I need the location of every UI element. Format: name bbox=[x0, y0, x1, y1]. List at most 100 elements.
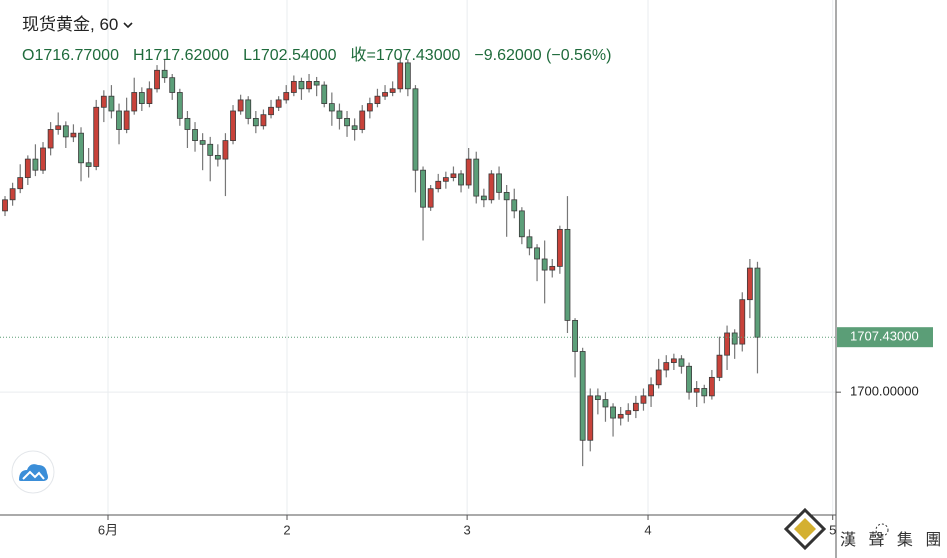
candle-body bbox=[602, 399, 609, 408]
candle-body bbox=[549, 265, 556, 271]
candle-body bbox=[511, 199, 518, 212]
candle-body bbox=[32, 158, 39, 171]
last-price-box bbox=[837, 327, 933, 348]
candle-body bbox=[541, 258, 548, 271]
y-tick-label: 1700.00000 bbox=[850, 384, 919, 399]
candle-body bbox=[625, 410, 632, 415]
candle-body bbox=[344, 117, 350, 127]
candle-body bbox=[199, 140, 206, 145]
watermark: 漢 聲 集 團 bbox=[840, 531, 945, 549]
candle-body bbox=[480, 195, 487, 201]
candle-body bbox=[488, 173, 495, 201]
candle-body bbox=[55, 125, 62, 130]
candle-body bbox=[116, 110, 122, 130]
candle-body bbox=[670, 358, 677, 363]
candle-body bbox=[724, 332, 730, 356]
candle-body bbox=[70, 132, 77, 138]
candle-body bbox=[404, 62, 411, 90]
candle-body bbox=[260, 114, 267, 127]
watermark-logo bbox=[783, 507, 889, 551]
x-tick-label: 5 bbox=[829, 522, 836, 537]
ohlc-legend: O1716.77000 H1717.62000 L1702.54000 收=1707.… bbox=[22, 41, 625, 65]
candle-body bbox=[313, 80, 320, 86]
candle-body bbox=[648, 384, 654, 397]
candle-body bbox=[336, 110, 343, 119]
candle-body bbox=[78, 132, 84, 164]
candle-body bbox=[161, 69, 168, 79]
candle-body bbox=[328, 103, 335, 112]
x-tick-label: 2 bbox=[283, 522, 290, 537]
candle-body bbox=[617, 413, 624, 419]
candle-body bbox=[701, 388, 708, 397]
candle-body bbox=[207, 143, 214, 156]
ohlc-value: L1702.54000 bbox=[243, 47, 337, 64]
candle-body bbox=[693, 388, 700, 393]
candle-body bbox=[268, 106, 274, 116]
candle-body bbox=[100, 95, 107, 108]
candle-body bbox=[420, 169, 426, 208]
candle-body bbox=[40, 147, 46, 171]
candle-body bbox=[2, 199, 8, 212]
candle-body bbox=[678, 358, 685, 367]
candle-body bbox=[184, 117, 191, 130]
candle-body bbox=[47, 129, 54, 149]
candle-body bbox=[442, 177, 449, 182]
candle-body bbox=[564, 228, 571, 321]
candle-body bbox=[283, 92, 290, 101]
candle-body bbox=[450, 173, 457, 178]
candle-body bbox=[397, 62, 404, 90]
candle-body bbox=[526, 236, 533, 249]
candle-body bbox=[640, 395, 647, 404]
candle-body bbox=[85, 162, 92, 167]
candle-body bbox=[518, 210, 525, 238]
candle-body bbox=[366, 103, 373, 112]
candle-body bbox=[427, 188, 434, 208]
candle-body bbox=[138, 92, 145, 104]
candle-body bbox=[93, 106, 100, 167]
candle-body bbox=[230, 110, 236, 141]
candle-body bbox=[496, 173, 502, 193]
candle-body bbox=[351, 125, 358, 130]
candle-body bbox=[572, 319, 578, 352]
candle-body bbox=[458, 173, 464, 186]
candle-body bbox=[169, 77, 176, 93]
candle-body bbox=[154, 69, 160, 90]
symbol-title[interactable]: 现货黄金, 60 bbox=[22, 10, 625, 35]
candle-body bbox=[374, 95, 381, 104]
candle-body bbox=[632, 402, 639, 412]
candle-body bbox=[123, 110, 130, 130]
candle-body bbox=[62, 125, 69, 138]
candle-body bbox=[708, 376, 715, 397]
candle-body bbox=[222, 140, 229, 160]
candle-body bbox=[473, 158, 480, 197]
candle-body bbox=[587, 395, 594, 441]
candle-body bbox=[24, 158, 31, 178]
candle-body bbox=[435, 180, 442, 190]
dropdown-chevron bbox=[123, 22, 133, 29]
candle-body bbox=[716, 354, 723, 378]
candle-body bbox=[131, 92, 138, 112]
candle-body bbox=[306, 80, 312, 90]
candle-body bbox=[739, 299, 746, 345]
candle-body bbox=[731, 332, 738, 345]
candle-body bbox=[321, 84, 328, 104]
ohlc-value: H1717.62000 bbox=[132, 47, 230, 64]
candle-body bbox=[465, 158, 472, 186]
candle-body bbox=[275, 99, 282, 108]
candle-body bbox=[192, 129, 198, 141]
candle-body bbox=[754, 267, 761, 338]
ohlc-value: −9.62000 (−0.56%) bbox=[474, 47, 612, 64]
candle-body bbox=[176, 92, 183, 119]
candle-body bbox=[594, 395, 601, 400]
candle-body bbox=[534, 247, 540, 260]
x-tick-label: 4 bbox=[644, 522, 651, 537]
candle-body bbox=[610, 406, 616, 419]
candle-body bbox=[359, 110, 366, 130]
candle-body bbox=[298, 80, 305, 90]
candle-body bbox=[655, 369, 662, 386]
candle-body bbox=[290, 80, 297, 93]
candle-body bbox=[237, 99, 244, 112]
